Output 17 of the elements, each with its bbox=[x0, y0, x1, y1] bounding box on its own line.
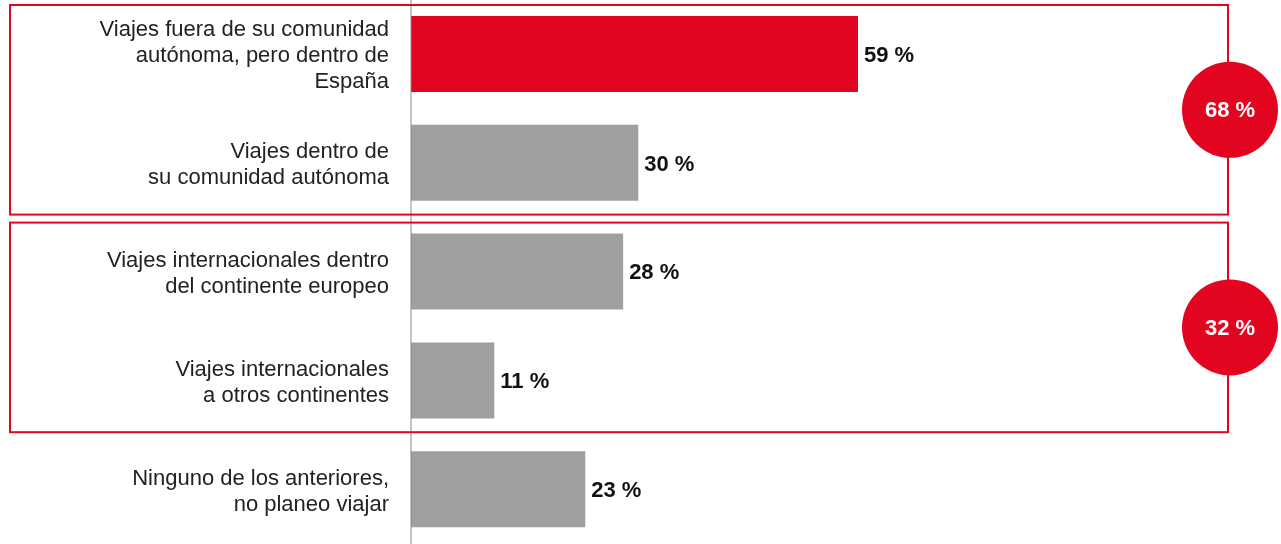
bar bbox=[411, 451, 586, 528]
y-tick-label: Ninguno de los anteriores, no planeo viajar bbox=[132, 464, 389, 516]
bar bbox=[411, 342, 495, 419]
data-label: 28 % bbox=[629, 259, 680, 285]
bar bbox=[411, 16, 858, 92]
y-tick-label: Viajes internacionales a otros continentes bbox=[175, 355, 389, 407]
y-tick-label: Viajes dentro de su comunidad autónoma bbox=[148, 137, 390, 189]
bar bbox=[411, 124, 639, 201]
text: 68 % bbox=[1204, 97, 1256, 123]
data-label: 23 % bbox=[591, 477, 642, 503]
data-label: 30 % bbox=[644, 150, 695, 176]
bar bbox=[411, 233, 624, 310]
data-label: 11 % bbox=[500, 368, 550, 394]
y-tick-label: Viajes internacionales dentro del continente europeo bbox=[106, 246, 389, 298]
data-label: 59 % bbox=[864, 41, 915, 67]
y-tick-label: Viajes fuera de su comunidad autónoma, pero dentro de España bbox=[99, 15, 390, 93]
text: 32 % bbox=[1204, 314, 1256, 340]
